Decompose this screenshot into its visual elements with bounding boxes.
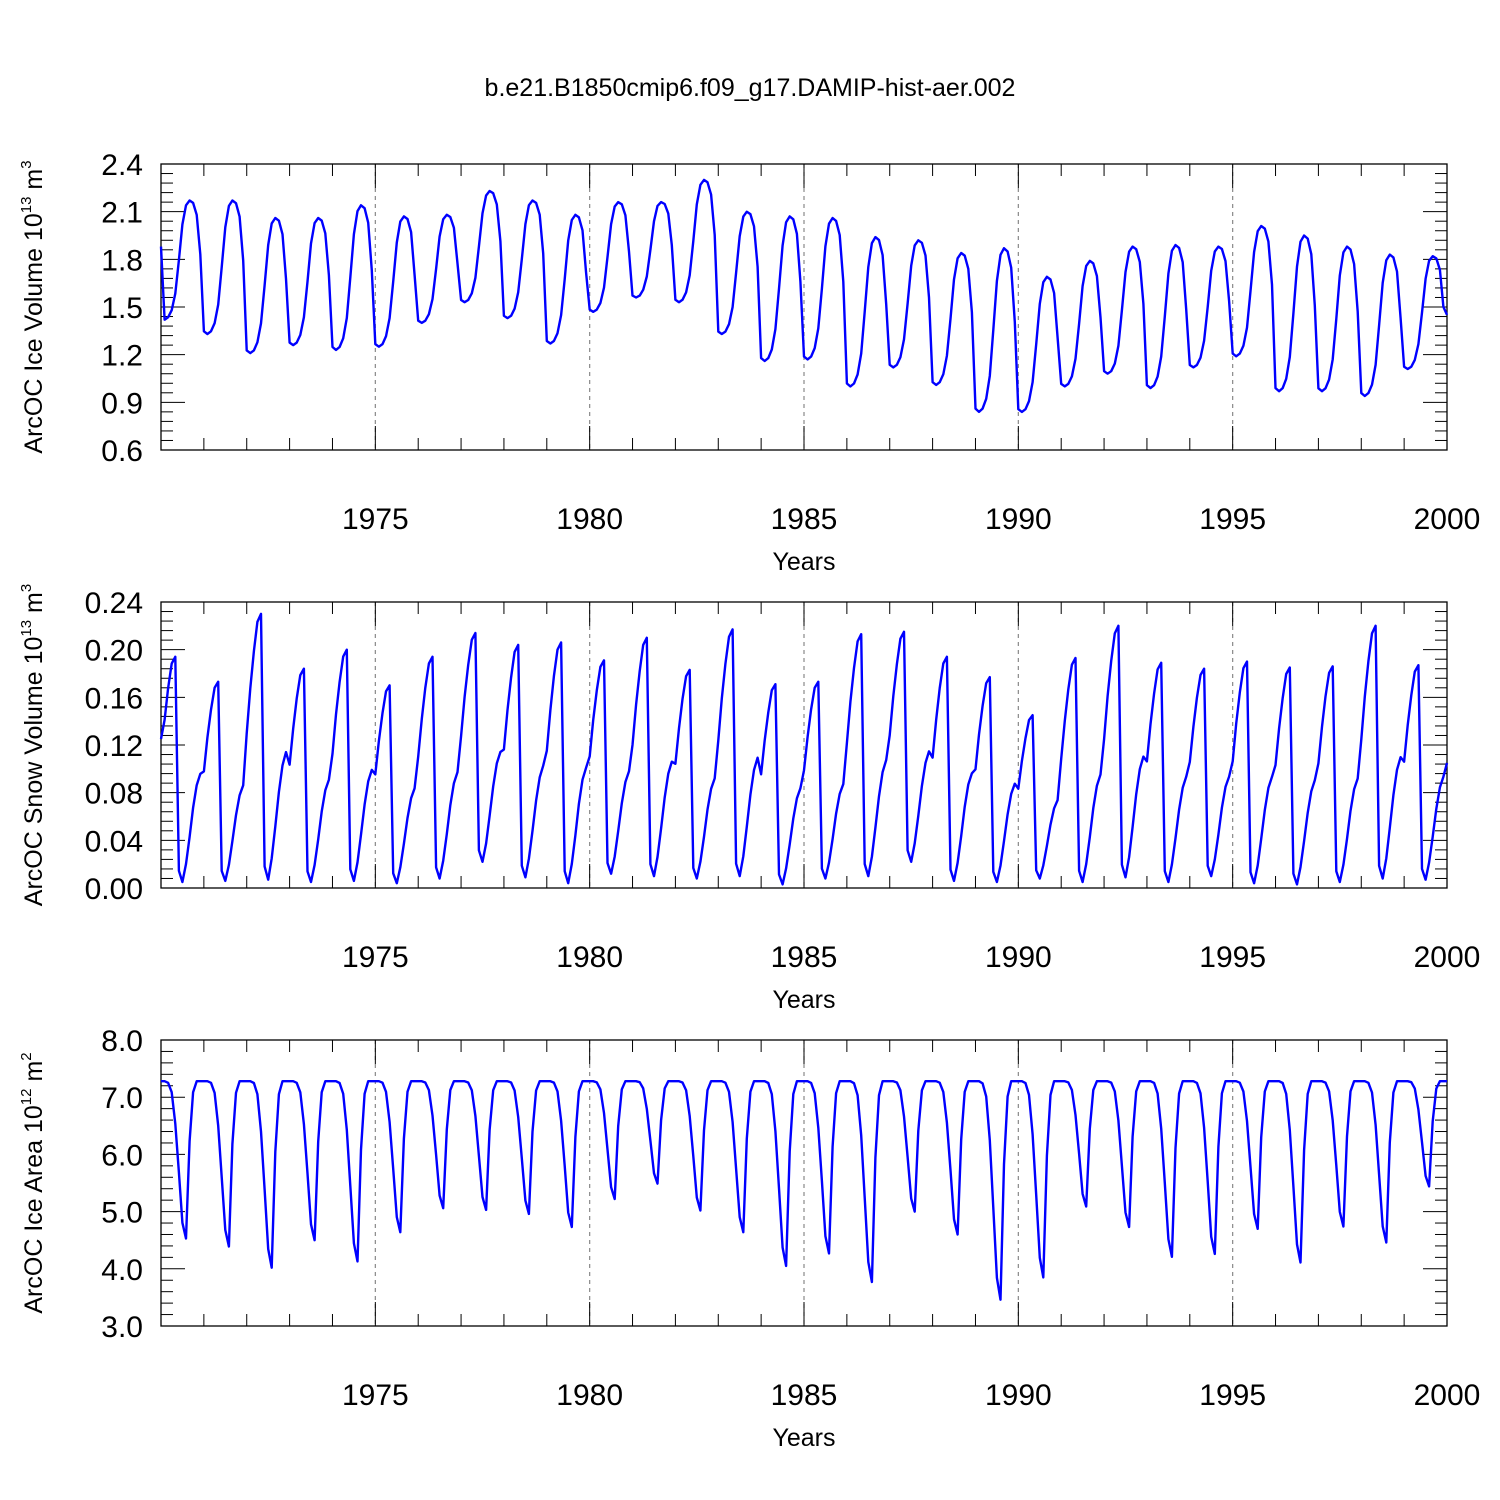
ice-volume-y-tick-label: 2.1 [101,197,143,230]
ice-area-y-tick-label: 7.0 [101,1082,143,1115]
snow-volume-y-tick-label: 0.04 [85,825,143,858]
snow-volume-x-tick-labels: 1975 1980 1985 1990 1995 2000 [342,941,1480,974]
ice-volume-y-tick-label: 1.5 [101,292,143,325]
ice-area-y-tick-label: 8.0 [101,1025,143,1058]
snow-volume-series-line [159,612,1449,886]
ice-volume-x-axis-label: Years [772,548,835,576]
snow-volume-x-tick-label: 1980 [556,941,623,974]
ice-volume-x-tick-label: 1995 [1199,503,1266,536]
ice-volume-x-tick-label: 2000 [1414,503,1481,536]
ice-volume-y-tick-labels: 0.6 0.9 1.2 1.5 1.8 2.1 2.4 [101,149,143,468]
ice-area-ticks [161,1039,1448,1327]
snow-volume-y-tick-labels: 0.00 0.04 0.08 0.12 0.16 0.20 0.24 [85,587,143,906]
ice-area-panel: 3.0 4.0 5.0 6.0 7.0 8.0 1975 1980 1985 1990 1995 2… [18,1025,1480,1452]
ice-area-series-line [161,1079,1447,1301]
ice-volume-y-tick-label: 1.2 [101,340,143,373]
snow-volume-y-tick-label: 0.24 [85,587,143,620]
ice-area-x-tick-label: 1980 [556,1379,623,1412]
ice-volume-x-tick-label: 1975 [342,503,409,536]
ice-volume-x-tick-label: 1985 [771,503,838,536]
snow-volume-x-tick-label: 1985 [771,941,838,974]
snow-volume-x-tick-label: 1990 [985,941,1052,974]
snow-volume-y-tick-label: 0.12 [85,730,143,763]
ice-area-y-tick-label: 5.0 [101,1197,143,1230]
ice-volume-series-line [159,178,1449,414]
figure-title: b.e21.B1850cmip6.f09_g17.DAMIP-hist-aer.… [485,74,1016,102]
ice-area-plot-frame [160,1039,1448,1327]
snow-volume-y-tick-label: 0.08 [85,778,143,811]
ice-area-x-axis-label: Years [772,1424,835,1452]
ice-area-x-tick-labels: 1975 1980 1985 1990 1995 2000 [342,1379,1480,1412]
ice-area-x-tick-label: 1995 [1199,1379,1266,1412]
snow-volume-plot-frame [160,601,1448,889]
snow-volume-y-axis-label: ArcOC Snow Volume 1013 m3 [18,584,48,906]
ice-area-y-axis-label: ArcOC Ice Area 1012 m2 [18,1052,48,1313]
ice-area-y-tick-label: 3.0 [101,1311,143,1344]
snow-volume-panel: 0.00 0.04 0.08 0.12 0.16 0.20 0.24 1975 1980 198… [18,584,1480,1014]
snow-volume-x-tick-label: 1995 [1199,941,1266,974]
ice-volume-y-tick-label: 2.4 [101,149,143,182]
ice-area-y-tick-labels: 3.0 4.0 5.0 6.0 7.0 8.0 [101,1025,143,1344]
ice-volume-plot-frame [160,163,1448,451]
snow-volume-y-tick-label: 0.16 [85,682,143,715]
ice-area-x-tick-label: 1985 [771,1379,838,1412]
ice-volume-ticks [161,163,1448,451]
ice-area-y-tick-label: 4.0 [101,1254,143,1287]
snow-volume-x-tick-label: 1975 [342,941,409,974]
ice-area-vgrid [374,1040,1234,1326]
ice-volume-x-tick-labels: 1975 1980 1985 1990 1995 2000 [342,503,1480,536]
ice-volume-panel: 0.60.91.21.51.82.12.4 1975 1980 1985 1990 19… [18,149,1480,576]
ice-volume-y-tick-label: 1.8 [101,244,143,277]
snow-volume-y-tick-label: 0.00 [85,873,143,906]
ice-area-x-tick-label: 2000 [1414,1379,1481,1412]
ice-volume-y-axis-label: ArcOC Ice Volume 1013 m3 [18,160,48,453]
ice-volume-x-tick-label: 1990 [985,503,1052,536]
snow-volume-x-axis-label: Years [772,986,835,1014]
ice-area-x-tick-label: 1990 [985,1379,1052,1412]
snow-volume-x-tick-label: 2000 [1414,941,1481,974]
snow-volume-y-tick-label: 0.20 [85,635,143,668]
ice-volume-x-tick-label: 1980 [556,503,623,536]
ice-volume-y-tick-label: 0.9 [101,387,143,420]
ice-area-y-tick-label: 6.0 [101,1139,143,1172]
ice-area-x-tick-label: 1975 [342,1379,409,1412]
ice-volume-y-tick-label: 0.6 [101,435,143,468]
